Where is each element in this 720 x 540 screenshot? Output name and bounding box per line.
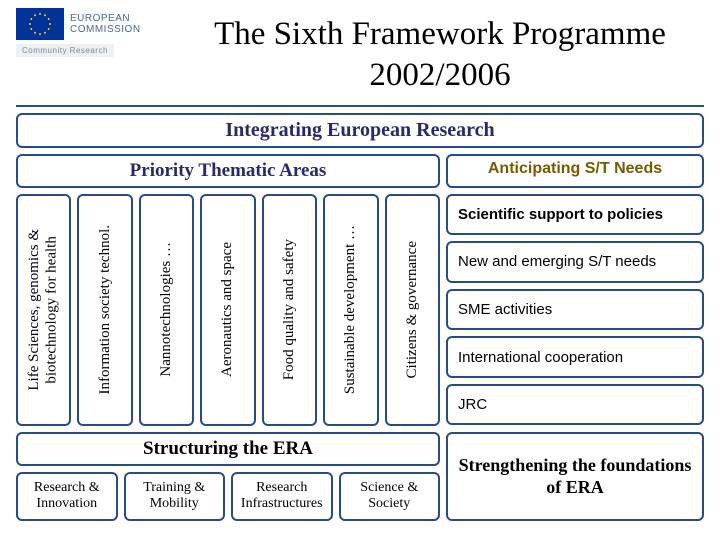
- pillar-food-quality: Food quality and safety: [262, 194, 317, 426]
- content: Integrating European Research Priority T…: [0, 113, 720, 534]
- eu-flag-icon: [16, 8, 64, 40]
- struct-cell-training-mobility: Training & Mobility: [124, 472, 226, 522]
- header: EUROPEAN COMMISSION Community Research T…: [0, 0, 720, 101]
- page-title: The Sixth Framework Programme 2002/2006: [176, 8, 704, 97]
- pillar-nanotech: Nannotechnologies …: [139, 194, 194, 426]
- structuring-header: Structuring the ERA: [16, 432, 440, 466]
- pillar-label: Citizens & governance: [404, 241, 421, 378]
- struct-cell-research-innovation: Research & Innovation: [16, 472, 118, 522]
- middle-row: Life Sciences, genomics & biotechnology …: [16, 194, 704, 426]
- pillar-label: Life Sciences, genomics & biotechnology …: [26, 229, 61, 391]
- priority-header: Priority Thematic Areas: [16, 154, 440, 188]
- pillar-label: Food quality and safety: [281, 239, 298, 380]
- list-item: New and emerging S/T needs: [446, 241, 704, 283]
- pillar-aeronautics: Aeronautics and space: [200, 194, 255, 426]
- strengthening-box: Strengthening the foundations of ERA: [446, 432, 704, 522]
- structuring-block: Structuring the ERA Research & Innovatio…: [16, 432, 440, 522]
- list-item: JRC: [446, 384, 704, 426]
- pillar-citizens-governance: Citizens & governance: [385, 194, 440, 426]
- pillar-label: Information society technol.: [97, 225, 114, 395]
- list-item: International cooperation: [446, 336, 704, 378]
- pillar-information-society: Information society technol.: [77, 194, 132, 426]
- integrating-header: Integrating European Research: [16, 113, 704, 148]
- ec-logo-text: EUROPEAN COMMISSION: [70, 13, 141, 35]
- pillar-label: Sustainable development …: [342, 225, 359, 394]
- structuring-cells: Research & Innovation Training & Mobilit…: [16, 472, 440, 522]
- anticipating-header: Anticipating S/T Needs: [446, 154, 704, 188]
- pillars-container: Life Sciences, genomics & biotechnology …: [16, 194, 440, 426]
- list-item: SME activities: [446, 289, 704, 331]
- bottom-row: Structuring the ERA Research & Innovatio…: [16, 432, 704, 522]
- logo-line-1: EUROPEAN: [70, 13, 141, 24]
- struct-cell-research-infra: Research Infrastructures: [231, 472, 333, 522]
- subheader-row: Priority Thematic Areas Anticipating S/T…: [16, 154, 704, 188]
- pillar-sustainable-dev: Sustainable development …: [323, 194, 378, 426]
- anticipating-list: Scientific support to policies New and e…: [446, 194, 704, 426]
- ec-logo-block: EUROPEAN COMMISSION Community Research: [16, 8, 176, 57]
- logo-line-2: COMMISSION: [70, 24, 141, 35]
- logo-subtitle: Community Research: [16, 44, 114, 57]
- pillar-label: Aeronautics and space: [219, 242, 236, 377]
- pillar-label: Nannotechnologies …: [158, 242, 175, 377]
- list-item: Scientific support to policies: [446, 194, 704, 236]
- title-rule: [16, 105, 704, 107]
- struct-cell-science-society: Science & Society: [339, 472, 441, 522]
- pillar-life-sciences: Life Sciences, genomics & biotechnology …: [16, 194, 71, 426]
